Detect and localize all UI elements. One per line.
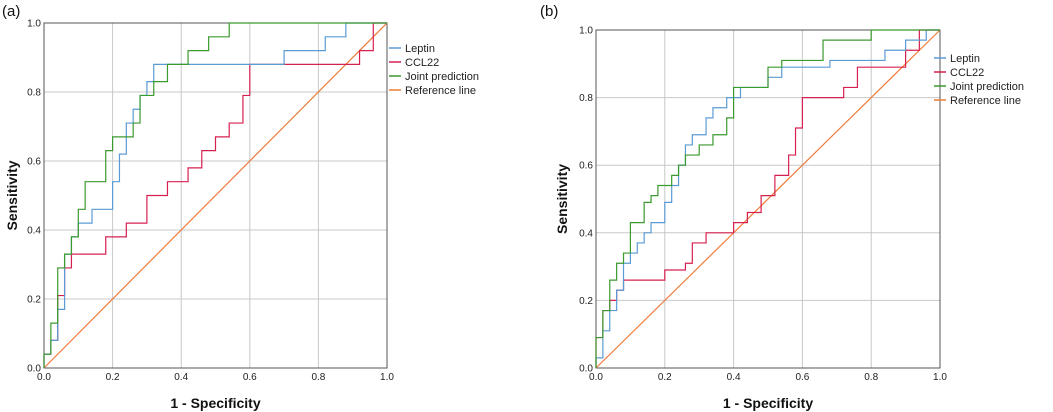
panel-a-y-axis-title: Sensitivity — [4, 160, 20, 230]
panel-a-legend-label-leptin: Leptin — [405, 43, 435, 55]
panel-b-series-reference-line-line — [595, 29, 941, 369]
panel-a-plot-frame — [43, 22, 388, 369]
panel-b-y-tick-label: 0.2 — [579, 296, 593, 307]
panel-a-legend-label-joint-prediction: Joint prediction — [405, 71, 479, 83]
panel-b-y-tick-label: 0.8 — [579, 93, 593, 104]
panel-b-x-axis-title: 1 - Specificity — [723, 395, 813, 411]
panel-a-x-axis-title: 1 - Specificity — [170, 395, 260, 411]
panel-a-y-tick-label: 0.4 — [27, 226, 41, 237]
panel-a-label: (a) — [2, 3, 20, 20]
panel-a-legend-label-ccl22: CCL22 — [405, 57, 439, 69]
panel-b-y-axis-title: Sensitivity — [554, 164, 570, 234]
panel-b: (b) 0.0 0.2 0.4 0.6 0.8 1.0 0.0 0.2 0.4 0.6 0.8 1.0… — [540, 3, 1024, 411]
panel-a-y-tick-label: 0.6 — [27, 157, 41, 168]
panel-a-x-tick-label: 0.2 — [106, 372, 120, 383]
panel-a-x-tick-label: 0.8 — [311, 372, 325, 383]
panel-a-y-tick-label: 1.0 — [27, 19, 41, 30]
panel-a-legend: Leptin CCL22 Joint prediction Reference lin… — [389, 43, 479, 97]
panel-a-legend-label-reference-line: Reference line — [405, 85, 476, 97]
panel-b-y-tick-label: 0.0 — [579, 364, 593, 375]
panel-b-y-tick-label: 0.4 — [579, 228, 593, 239]
panel-b-legend-label-reference-line: Reference line — [950, 95, 1021, 107]
panel-b-legend-label-ccl22: CCL22 — [950, 67, 984, 79]
panel-a-x-tick-label: 0.6 — [243, 372, 257, 383]
panel-a-series-joint-prediction-line — [43, 22, 387, 368]
panel-a: (a) 0.0 0.2 0.4 0.6 0.8 1.0 0.0 0.2 0.4 0.6 0.8 1.0… — [2, 3, 479, 411]
panel-a-x-tick-label: 1.0 — [380, 372, 394, 383]
panel-b-plot-frame — [595, 29, 941, 369]
panel-a-x-tick-label: 0.4 — [174, 372, 188, 383]
panel-a-x-tick-label: 0.0 — [37, 372, 51, 383]
panel-a-y-tick-label: 0.8 — [27, 88, 41, 99]
panel-b-x-tick-label: 0.8 — [864, 372, 878, 383]
panel-a-y-tick-label: 0.0 — [27, 364, 41, 375]
panel-b-y-tick-label: 0.6 — [579, 161, 593, 172]
panel-b-legend-label-leptin: Leptin — [950, 53, 980, 65]
panel-b-x-tick-label: 1.0 — [933, 372, 947, 383]
panel-b-legend: Leptin CCL22 Joint prediction Reference lin… — [934, 53, 1024, 107]
panel-b-x-tick-label: 0.2 — [658, 372, 672, 383]
panel-a-series-reference-line-line — [43, 22, 388, 369]
panel-b-label: (b) — [540, 3, 558, 20]
panel-b-x-tick-label: 0.6 — [795, 372, 809, 383]
panel-b-x-tick-label: 0.0 — [589, 372, 603, 383]
panel-b-legend-label-joint-prediction: Joint prediction — [950, 81, 1024, 93]
panel-a-series-leptin-line — [43, 22, 387, 368]
panel-a-y-tick-label: 0.2 — [27, 295, 41, 306]
panel-b-y-tick-label: 1.0 — [579, 26, 593, 37]
panel-b-x-tick-label: 0.4 — [727, 372, 741, 383]
panel-b-series-joint-prediction-line — [595, 29, 940, 368]
